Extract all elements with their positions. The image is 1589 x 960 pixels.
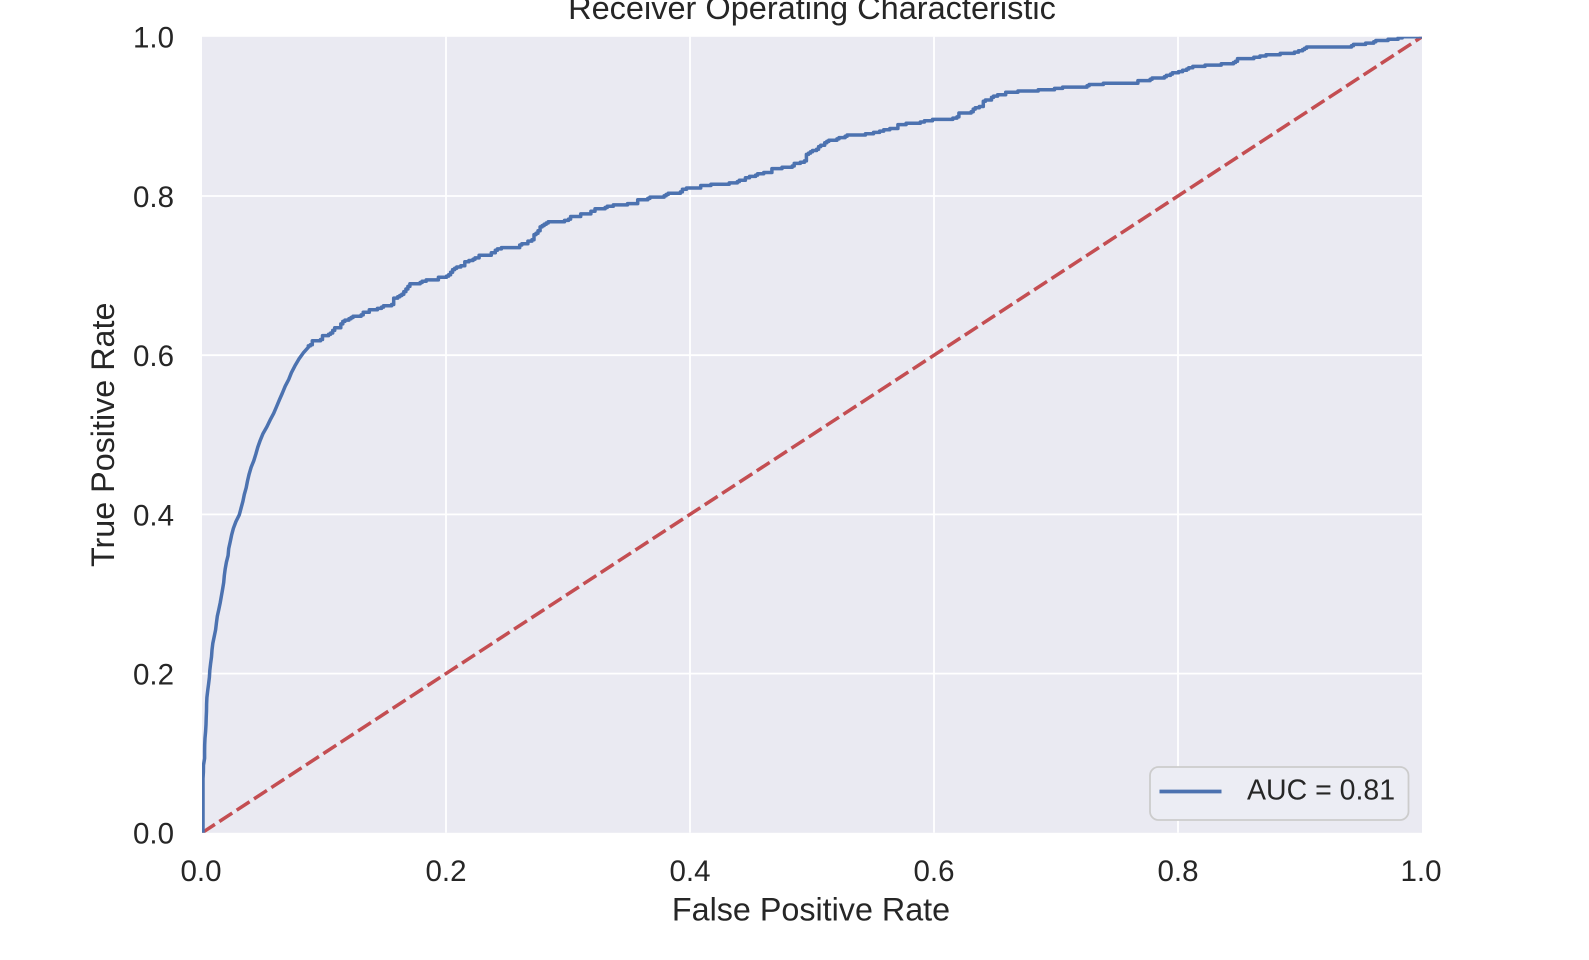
- svg-text:0.0: 0.0: [133, 818, 174, 851]
- svg-text:0.4: 0.4: [133, 499, 174, 532]
- svg-text:False Positive Rate: False Positive Rate: [672, 892, 950, 928]
- svg-text:0.8: 0.8: [133, 181, 174, 214]
- svg-text:Receiver Operating Characteris: Receiver Operating Characteristic: [568, 0, 1056, 26]
- svg-text:0.8: 0.8: [1157, 855, 1198, 888]
- svg-text:0.4: 0.4: [669, 855, 710, 888]
- svg-text:True Positive Rate: True Positive Rate: [85, 303, 121, 567]
- svg-text:0.2: 0.2: [133, 659, 174, 692]
- svg-text:0.6: 0.6: [913, 855, 954, 888]
- svg-text:0.2: 0.2: [425, 855, 466, 888]
- svg-text:AUC = 0.81: AUC = 0.81: [1247, 775, 1395, 807]
- svg-text:1.0: 1.0: [133, 22, 174, 55]
- svg-text:0.0: 0.0: [180, 855, 221, 888]
- svg-text:0.6: 0.6: [133, 340, 174, 373]
- svg-text:1.0: 1.0: [1400, 855, 1441, 888]
